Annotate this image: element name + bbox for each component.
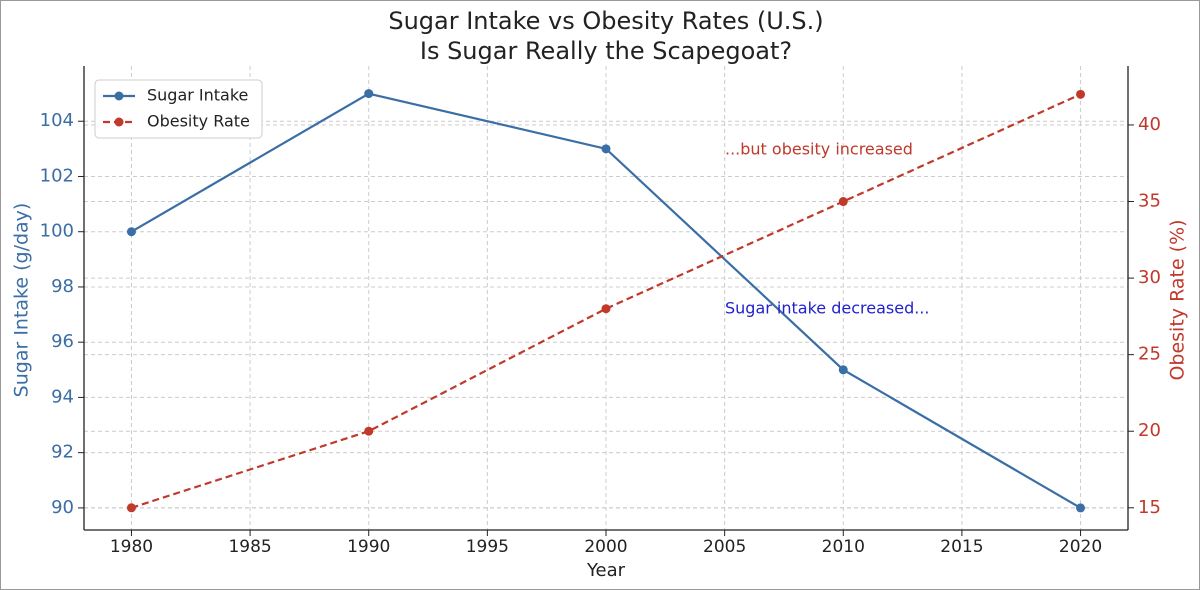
x-tick-label: 2015 bbox=[940, 537, 983, 557]
y2-tick-label: 20 bbox=[1138, 420, 1161, 441]
y2-tick-label: 35 bbox=[1138, 191, 1161, 212]
data-point bbox=[364, 426, 374, 436]
chart-subtitle: Is Sugar Really the Scapegoat? bbox=[420, 37, 792, 65]
series-line bbox=[131, 93, 1082, 509]
data-point bbox=[838, 197, 848, 207]
legend-marker bbox=[114, 117, 124, 127]
x-tick-label: 2010 bbox=[822, 537, 865, 557]
data-point bbox=[126, 227, 136, 237]
y-tick-label: 100 bbox=[40, 221, 74, 242]
annotation: Sugar intake decreased... bbox=[725, 299, 929, 318]
data-point bbox=[838, 365, 848, 375]
data-point bbox=[126, 503, 136, 513]
data-point bbox=[601, 144, 611, 154]
x-tick-label: 1980 bbox=[110, 537, 153, 557]
data-point bbox=[601, 304, 611, 314]
x-tick-label: 2020 bbox=[1059, 537, 1102, 557]
data-point bbox=[364, 89, 374, 99]
y-axis-label: Sugar Intake (g/day) bbox=[11, 203, 33, 398]
y-tick-label: 94 bbox=[51, 386, 74, 407]
chart-title: Sugar Intake vs Obesity Rates (U.S.) bbox=[388, 7, 823, 35]
y-tick-label: 98 bbox=[51, 276, 74, 297]
x-tick-label: 1985 bbox=[228, 537, 271, 557]
legend-label: Sugar Intake bbox=[147, 86, 248, 105]
y2-axis-label: Obesity Rate (%) bbox=[1167, 219, 1189, 380]
y2-tick-label: 30 bbox=[1138, 267, 1161, 288]
data-point bbox=[1076, 503, 1086, 513]
y2-tick-label: 40 bbox=[1138, 114, 1161, 135]
x-tick-label: 2005 bbox=[703, 537, 746, 557]
y2-tick-label: 15 bbox=[1138, 497, 1161, 518]
y-tick-label: 96 bbox=[51, 331, 74, 352]
legend-box bbox=[94, 79, 263, 139]
x-tick-label: 1990 bbox=[347, 537, 390, 557]
data-point bbox=[1076, 89, 1086, 99]
y-tick-label: 90 bbox=[51, 497, 74, 518]
x-tick-label: 1995 bbox=[466, 537, 509, 557]
x-axis-label: Year bbox=[586, 560, 626, 581]
x-tick-label: 2000 bbox=[584, 537, 627, 557]
y-tick-label: 92 bbox=[51, 442, 74, 463]
y-tick-label: 102 bbox=[40, 165, 74, 186]
y2-tick-label: 25 bbox=[1138, 344, 1161, 365]
annotation: ...but obesity increased bbox=[725, 140, 913, 159]
legend-label: Obesity Rate bbox=[147, 112, 250, 131]
legend-marker bbox=[114, 91, 124, 101]
y-tick-label: 104 bbox=[40, 110, 74, 131]
